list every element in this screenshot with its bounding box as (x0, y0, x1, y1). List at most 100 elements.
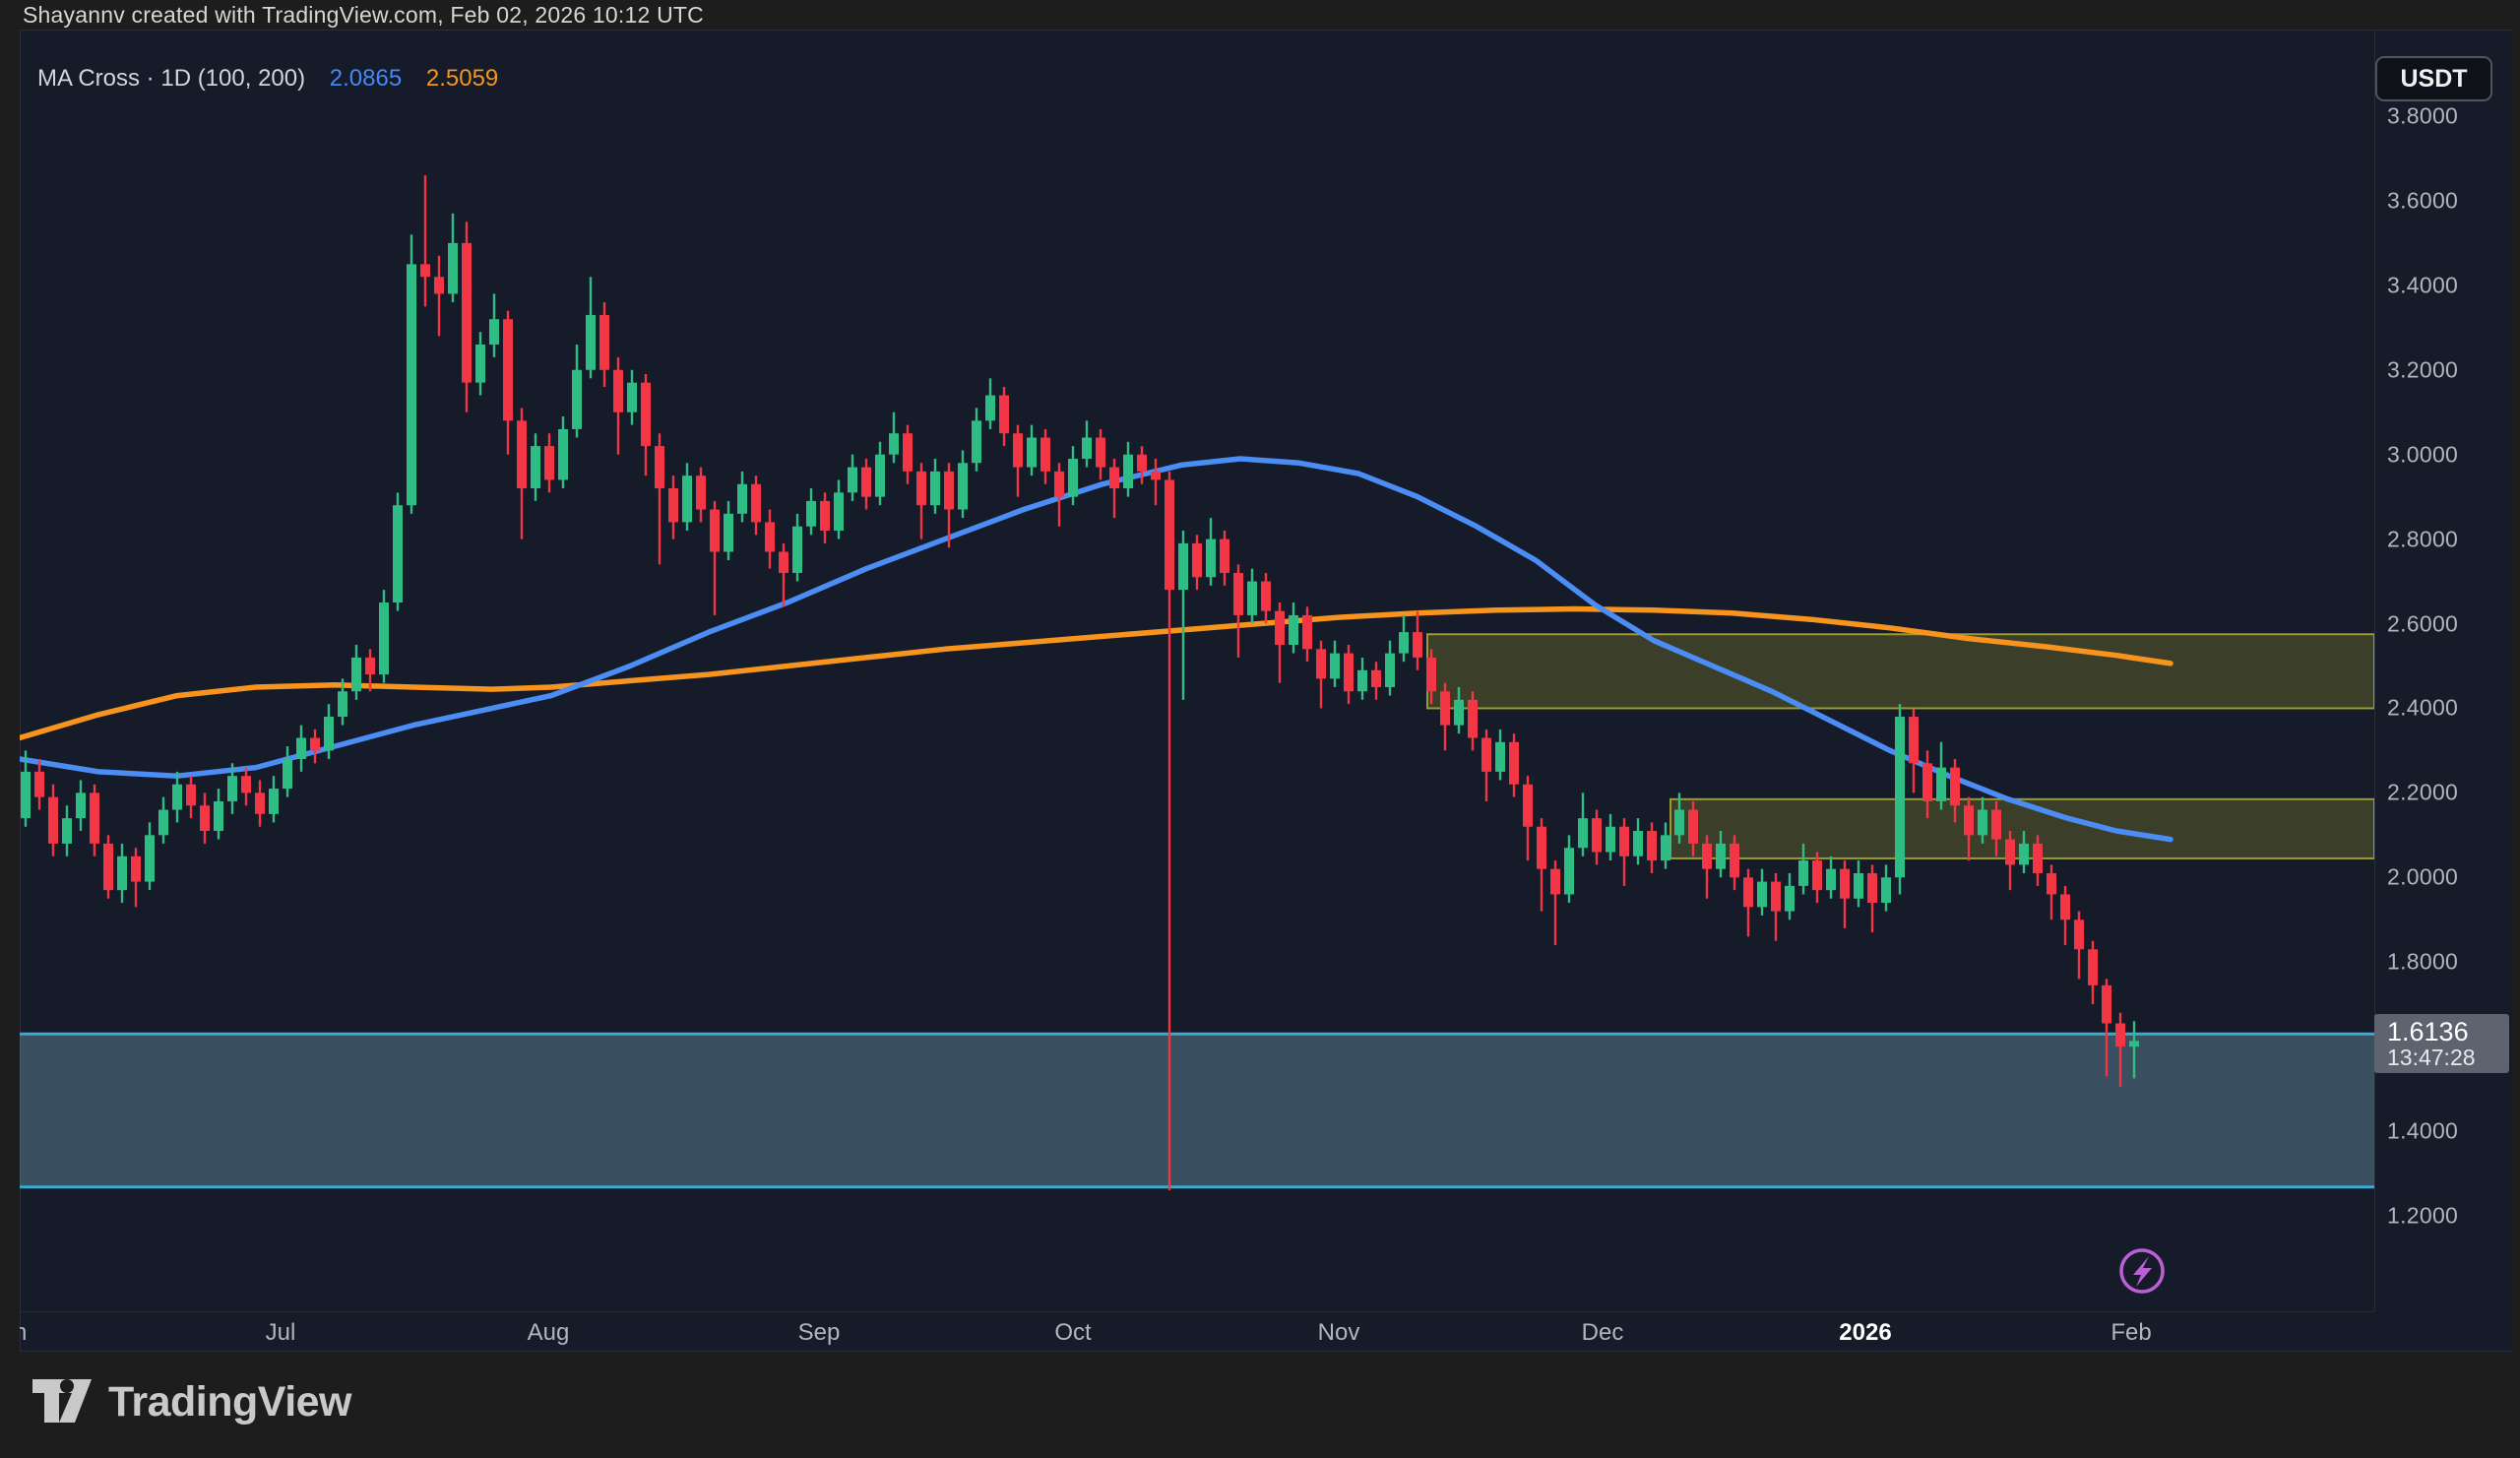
candle-body (544, 446, 554, 480)
candle-body (338, 691, 347, 718)
candle-body (324, 717, 334, 751)
candle-body (779, 551, 788, 573)
candle-body (834, 492, 844, 532)
candle-body (420, 264, 430, 278)
candle-body (1826, 868, 1836, 891)
quote-currency-button[interactable]: USDT (2375, 56, 2492, 101)
candle-body (1854, 872, 1863, 899)
candle-body (1481, 737, 1491, 772)
candle-body (1688, 809, 1698, 844)
price-tick-label: 3.8000 (2387, 102, 2459, 129)
ma-200-line (20, 605, 2174, 741)
candle-body (2005, 839, 2015, 865)
candle-body (21, 771, 31, 819)
candle-body (958, 463, 968, 510)
candle-body (848, 467, 857, 493)
candle-body (2088, 949, 2098, 985)
footer-bar: TradingView (0, 1352, 2520, 1458)
candle-body (2033, 843, 2043, 873)
candle-body (62, 818, 72, 844)
candle-body (2047, 872, 2056, 895)
candle-body (1137, 454, 1147, 472)
candle-body (2129, 1041, 2139, 1047)
candle-body (1344, 653, 1354, 692)
candle-body (310, 737, 320, 751)
candle-body (1247, 581, 1257, 615)
candle-body (1096, 437, 1105, 468)
price-tick-label: 2.8000 (2387, 526, 2459, 552)
candle-body (1909, 717, 1919, 764)
candle-body (2060, 894, 2070, 920)
candle-body (641, 382, 651, 447)
candle-body (1399, 632, 1409, 654)
candle-body (1068, 458, 1078, 497)
candle-body (806, 500, 816, 527)
last-price-badge: 1.6136 13:47:28 (2374, 1014, 2509, 1073)
price-tick-label: 1.2000 (2387, 1202, 2459, 1229)
candle-body (930, 471, 940, 506)
tradingview-logo-text: TradingView (108, 1377, 352, 1426)
candle-body (558, 428, 568, 480)
price-axis[interactable]: 3.8000 3.6000 3.4000 3.2000 3.0000 2.8000 2.60… (2374, 30, 2512, 1311)
candle-body (379, 602, 389, 675)
candle-body (1027, 437, 1037, 468)
candle-body (2102, 984, 2111, 1024)
price-tick-label: 1.8000 (2387, 948, 2459, 975)
candle-body (1785, 885, 1795, 912)
candle-body (1289, 614, 1298, 645)
candle-body (503, 319, 513, 421)
supply-zone-upper (1426, 633, 2374, 710)
candle-body (820, 500, 830, 532)
candle-body (1206, 539, 1216, 578)
ma200-value: 2.5059 (425, 65, 499, 92)
time-tick-label: Jun (20, 1319, 27, 1347)
candle-body (1275, 610, 1285, 645)
candle-body (1633, 831, 1643, 856)
candle-body (1922, 763, 1932, 801)
candle-body (1109, 467, 1119, 489)
candle-body (1192, 542, 1202, 578)
time-tick-label: 2026 (1839, 1319, 1892, 1346)
candle-body (34, 771, 44, 797)
candle-body (682, 475, 692, 523)
candle-body (1881, 877, 1891, 904)
candle-body (1936, 767, 1946, 801)
indicator-legend[interactable]: MA Cross · 1D (100, 200) 2.0865 2.5059 (37, 65, 498, 93)
candle-body (462, 242, 472, 383)
candle-body (1537, 826, 1546, 869)
candle-body (1895, 717, 1905, 878)
candle-body (903, 433, 913, 472)
price-tick-label: 2.2000 (2387, 779, 2459, 805)
candle-body (145, 835, 155, 882)
price-tick-label: 2.6000 (2387, 610, 2459, 637)
time-tick-label: Oct (1054, 1319, 1092, 1346)
candle-body (517, 420, 527, 489)
candle-body (2074, 919, 2084, 950)
candle-body (351, 657, 361, 692)
ma-100-line (20, 456, 2174, 843)
bar-countdown: 13:47:28 (2387, 1045, 2476, 1071)
candle-body (1661, 835, 1670, 861)
candle-body (1082, 437, 1092, 459)
candle-body (1647, 831, 1657, 861)
candle-body (1013, 433, 1023, 468)
price-tick-label: 1.4000 (2387, 1117, 2459, 1144)
candle-body (668, 488, 678, 523)
candle-body (2115, 1023, 2125, 1047)
candle-body (1316, 649, 1326, 679)
candle-body (1964, 805, 1974, 836)
candle-body (1178, 542, 1188, 591)
candle-body (1674, 809, 1684, 836)
tradingview-logo[interactable]: TradingView (32, 1373, 352, 1430)
candle-body (1165, 479, 1174, 591)
candle-body (710, 509, 720, 552)
time-axis[interactable]: Jun Jul Aug Sep Oct Nov Dec 2026 Feb (20, 1311, 2374, 1352)
price-tick-label: 3.4000 (2387, 272, 2459, 298)
candle-body (1151, 471, 1161, 480)
candle-body (117, 856, 127, 891)
candle-body (1978, 809, 1987, 836)
candle-body (875, 454, 885, 497)
time-tick-label: Jul (265, 1319, 296, 1346)
ma100-value: 2.0865 (329, 65, 403, 92)
